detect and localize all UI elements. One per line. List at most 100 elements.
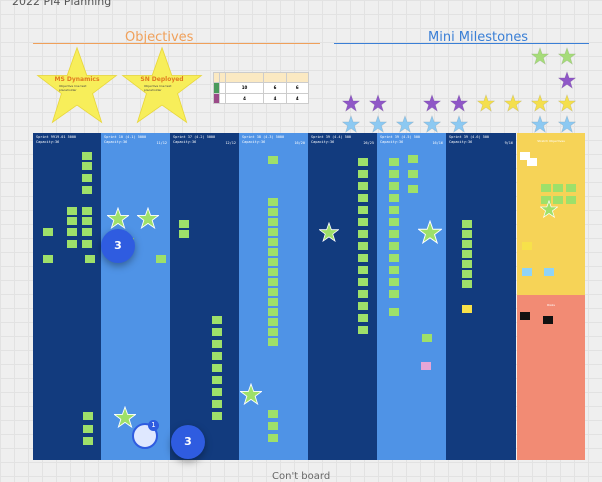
star-icon[interactable]	[558, 115, 576, 133]
star-icon[interactable]	[396, 115, 414, 133]
sticky-note[interactable]	[389, 290, 399, 298]
star-icon[interactable]	[239, 382, 263, 409]
sticky-note[interactable]	[462, 280, 472, 288]
sticky-note[interactable]	[389, 158, 399, 166]
sticky-note[interactable]	[268, 278, 278, 286]
sticky-note[interactable]	[462, 270, 472, 278]
sticky-note[interactable]	[553, 196, 563, 204]
sticky-note[interactable]	[67, 240, 77, 248]
sticky-note[interactable]	[268, 410, 278, 418]
sticky-note[interactable]	[82, 152, 92, 160]
sticky-note[interactable]	[541, 184, 551, 192]
sticky-note[interactable]	[389, 182, 399, 190]
objective-star-2[interactable]: SN Deployed Objective line text placehol…	[121, 46, 203, 124]
sticky-note[interactable]	[358, 230, 368, 238]
sticky-note[interactable]	[268, 248, 278, 256]
star-icon[interactable]	[558, 71, 576, 89]
sticky-note[interactable]	[544, 268, 554, 276]
sticky-note[interactable]	[462, 240, 472, 248]
sticky-note[interactable]	[212, 412, 222, 420]
sticky-note[interactable]	[389, 266, 399, 274]
sticky-note[interactable]	[268, 198, 278, 206]
sticky-note[interactable]	[389, 206, 399, 214]
sticky-note[interactable]	[358, 206, 368, 214]
star-icon[interactable]	[318, 221, 340, 246]
sticky-note[interactable]	[268, 318, 278, 326]
summary-table[interactable]: 10 6 6 4 4 4	[213, 71, 310, 105]
objective-star-1[interactable]: MS Dynamics Objective line text placehol…	[36, 46, 118, 124]
sticky-note[interactable]	[67, 228, 77, 236]
sticky-note[interactable]	[520, 312, 530, 320]
sticky-note[interactable]	[358, 266, 368, 274]
sticky-note[interactable]	[156, 255, 166, 263]
sticky-note[interactable]	[179, 220, 189, 228]
sticky-note[interactable]	[212, 400, 222, 408]
sticky-note[interactable]	[462, 230, 472, 238]
star-icon[interactable]	[477, 94, 495, 112]
star-icon[interactable]	[423, 94, 441, 112]
sticky-note[interactable]	[268, 268, 278, 276]
sticky-note[interactable]	[421, 362, 431, 370]
sticky-note[interactable]	[358, 182, 368, 190]
sticky-note[interactable]	[268, 238, 278, 246]
sticky-note[interactable]	[85, 255, 95, 263]
sticky-note[interactable]	[82, 174, 92, 182]
avatar-icon[interactable]	[132, 423, 158, 449]
star-icon[interactable]	[450, 94, 468, 112]
sticky-note[interactable]	[268, 422, 278, 430]
sticky-note[interactable]	[358, 290, 368, 298]
sticky-note[interactable]	[268, 308, 278, 316]
sticky-note[interactable]	[268, 228, 278, 236]
sticky-note[interactable]	[82, 207, 92, 215]
sticky-note[interactable]	[212, 388, 222, 396]
sticky-note[interactable]	[358, 314, 368, 322]
sticky-note[interactable]	[520, 152, 530, 160]
sticky-note[interactable]	[358, 194, 368, 202]
star-icon[interactable]	[558, 47, 576, 65]
sticky-note[interactable]	[358, 242, 368, 250]
sticky-note[interactable]	[268, 156, 278, 164]
star-icon[interactable]	[113, 405, 137, 432]
sticky-note[interactable]	[82, 217, 92, 225]
sticky-note[interactable]	[268, 288, 278, 296]
collaborator-cursor-bubble[interactable]: 3	[101, 229, 135, 263]
sticky-note[interactable]	[358, 254, 368, 262]
sticky-note[interactable]	[462, 260, 472, 268]
sticky-note[interactable]	[527, 158, 537, 166]
sticky-note[interactable]	[268, 338, 278, 346]
sticky-note[interactable]	[408, 185, 418, 193]
sticky-note[interactable]	[268, 328, 278, 336]
star-icon[interactable]	[342, 115, 360, 133]
star-icon[interactable]	[106, 206, 130, 233]
sticky-note[interactable]	[522, 268, 532, 276]
sticky-note[interactable]	[43, 255, 53, 263]
sticky-note[interactable]	[422, 334, 432, 342]
star-icon[interactable]	[423, 115, 441, 133]
collaborator-cursor-bubble[interactable]: 3	[171, 425, 205, 459]
sticky-note[interactable]	[389, 278, 399, 286]
sticky-note[interactable]	[389, 218, 399, 226]
sticky-note[interactable]	[83, 412, 93, 420]
sticky-note[interactable]	[212, 352, 222, 360]
star-icon[interactable]	[558, 94, 576, 112]
sticky-note[interactable]	[212, 340, 222, 348]
sticky-note[interactable]	[389, 170, 399, 178]
sticky-note[interactable]	[389, 308, 399, 316]
sticky-note[interactable]	[83, 425, 93, 433]
star-icon[interactable]	[369, 94, 387, 112]
sticky-note[interactable]	[212, 364, 222, 372]
sticky-note[interactable]	[389, 254, 399, 262]
sprint-column-3[interactable]: Sprint 37 (4.2) 5000 Capacity:36 12/12	[170, 133, 239, 460]
sprint-column-2[interactable]: Sprint 10 (4.1) 5000 Capacity:36 11/12	[101, 133, 170, 460]
star-icon[interactable]	[342, 94, 360, 112]
sprint-column-6[interactable]: Sprint 39 (4.5) 500 Capacity:36 16/16	[377, 133, 446, 460]
sprint-column-7[interactable]: Sprint 39 (4.6) 500 Capacity:36 9/16	[446, 133, 516, 460]
sticky-note[interactable]	[83, 437, 93, 445]
sticky-note[interactable]	[389, 242, 399, 250]
sticky-note[interactable]	[358, 158, 368, 166]
star-icon[interactable]	[539, 199, 559, 222]
sticky-note[interactable]	[268, 434, 278, 442]
sticky-note[interactable]	[408, 155, 418, 163]
sticky-note[interactable]	[82, 162, 92, 170]
star-icon[interactable]	[531, 47, 549, 65]
